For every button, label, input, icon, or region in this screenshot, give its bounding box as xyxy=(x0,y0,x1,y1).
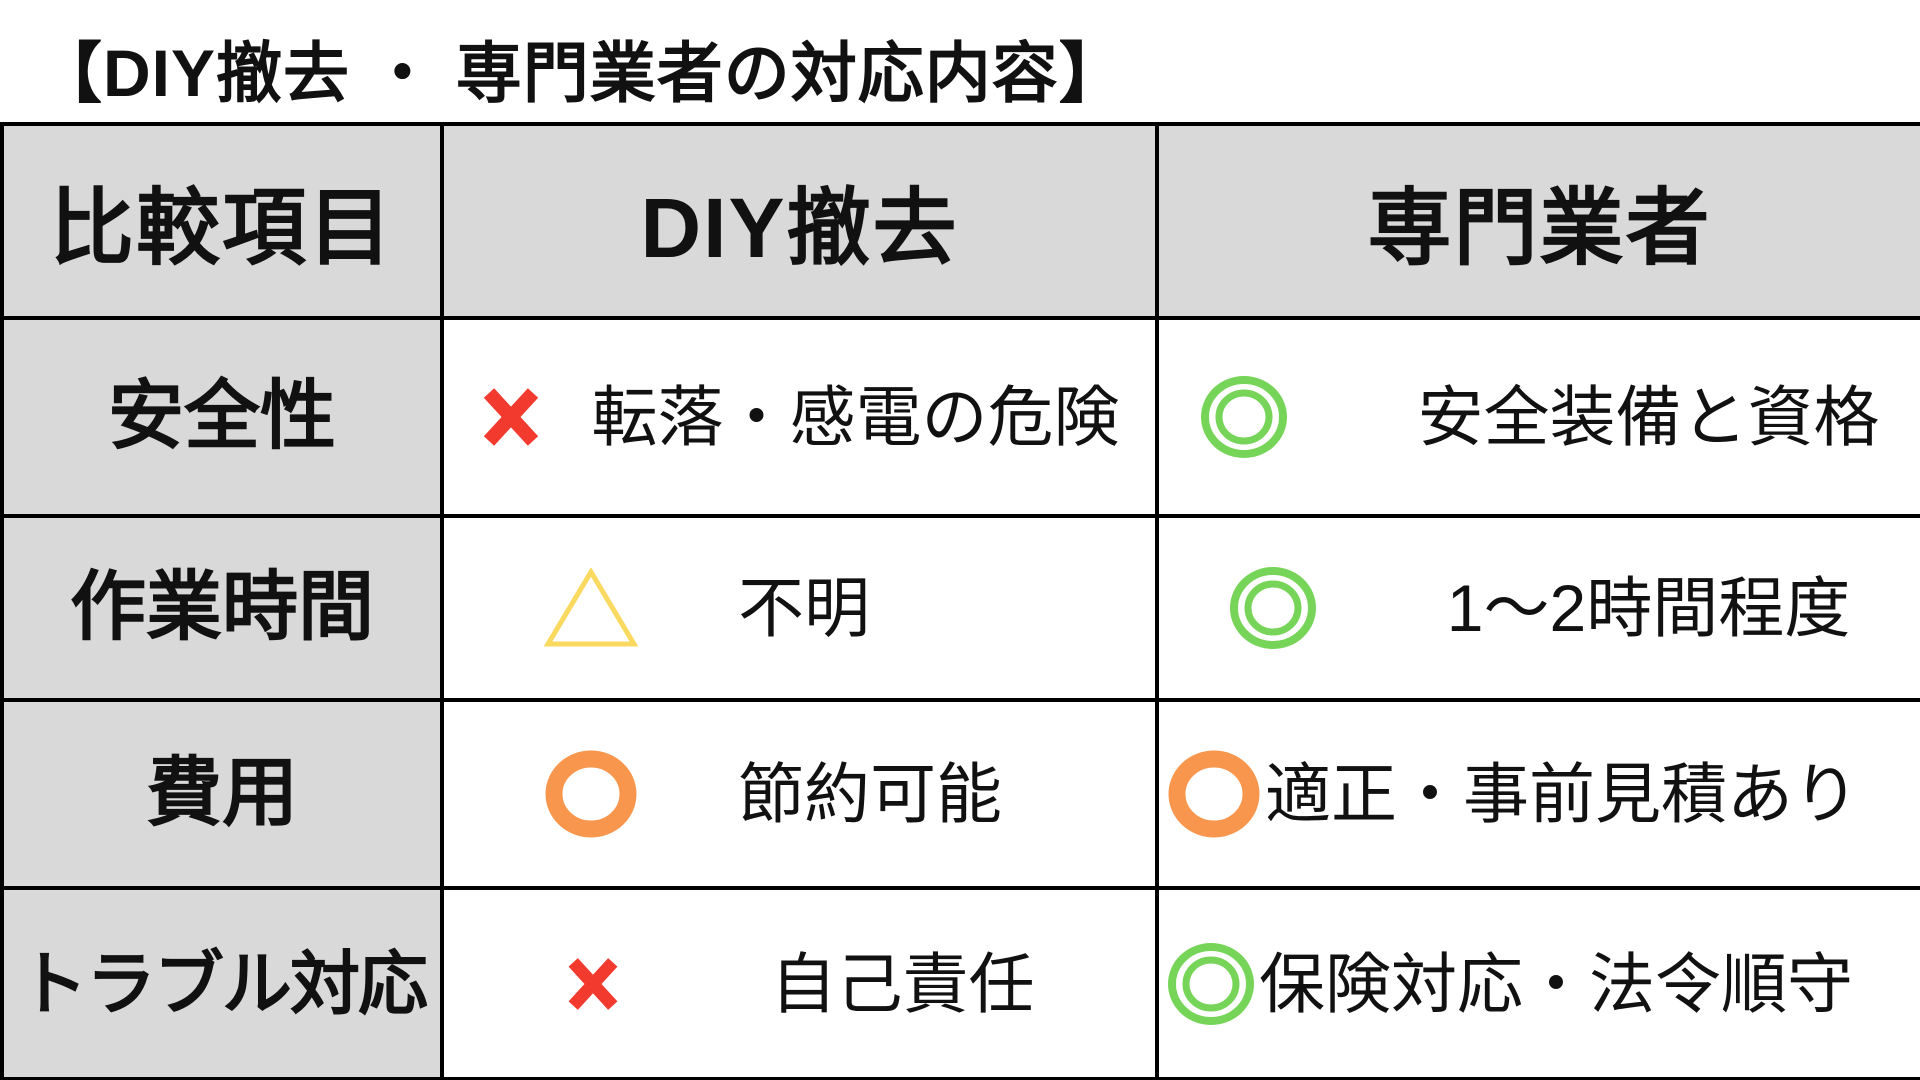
circle-icon xyxy=(545,750,637,838)
pro-cell-worktime: 1〜2時間程度 xyxy=(1155,514,1920,702)
table-row-trouble: トラブル対応 自己責任 保険対応・法令順守 xyxy=(0,886,1920,1080)
pro-cell-cost: 適正・事前見積あり xyxy=(1155,698,1920,890)
diy-cell-trouble: 自己責任 xyxy=(440,886,1159,1080)
double-circle-icon xyxy=(1200,376,1287,458)
header-row: 比較項目 DIY撤去 専門業者 xyxy=(0,122,1920,320)
table-row-cost: 費用 節約可能 適正・事前見積あり xyxy=(0,698,1920,890)
diy-cell-worktime: 不明 xyxy=(440,514,1159,702)
cross-icon xyxy=(568,957,617,1010)
pro-cell-safety: 安全装備と資格 xyxy=(1155,316,1920,518)
row-label-safety: 安全性 xyxy=(0,316,444,518)
cell-text: 1〜2時間程度 xyxy=(1446,571,1851,645)
row-label-cost: 費用 xyxy=(0,698,444,890)
table-row-worktime: 作業時間 不明 1〜2時間程度 xyxy=(0,514,1920,702)
pro-cell-trouble: 保険対応・法令順守 xyxy=(1155,886,1920,1080)
cell-text: 安全装備と資格 xyxy=(1417,380,1880,454)
header-cell-diy: DIY撤去 xyxy=(440,122,1159,320)
cross-icon xyxy=(483,388,538,446)
page-title: 【DIY撤去 ・ 専門業者の対応内容】 xyxy=(36,36,1126,110)
cell-text: 自己責任 xyxy=(770,946,1035,1021)
table-row-safety: 安全性 転落・感電の危険 安全装備と資格 xyxy=(0,316,1920,518)
double-circle-icon xyxy=(1229,567,1316,649)
cell-text: 適正・事前見積あり xyxy=(1265,757,1859,831)
cell-text: 節約可能 xyxy=(738,757,1002,831)
row-label-worktime: 作業時間 xyxy=(0,514,444,702)
header-cell-comparison-item: 比較項目 xyxy=(0,122,444,320)
triangle-icon xyxy=(544,568,638,647)
cell-text: 不明 xyxy=(738,571,870,645)
cell-text: 転落・感電の危険 xyxy=(591,380,1120,454)
header-cell-pro: 専門業者 xyxy=(1155,122,1920,320)
double-circle-icon xyxy=(1168,942,1254,1025)
row-label-trouble: トラブル対応 xyxy=(0,886,444,1080)
cell-text: 保険対応・法令順守 xyxy=(1259,946,1853,1021)
diy-cell-cost: 節約可能 xyxy=(440,698,1159,890)
circle-icon xyxy=(1168,750,1260,838)
diy-cell-safety: 転落・感電の危険 xyxy=(440,316,1159,518)
comparison-table: 比較項目 DIY撤去 専門業者 安全性 転落・感電の危険 安全装備と資格 xyxy=(0,122,1920,1080)
